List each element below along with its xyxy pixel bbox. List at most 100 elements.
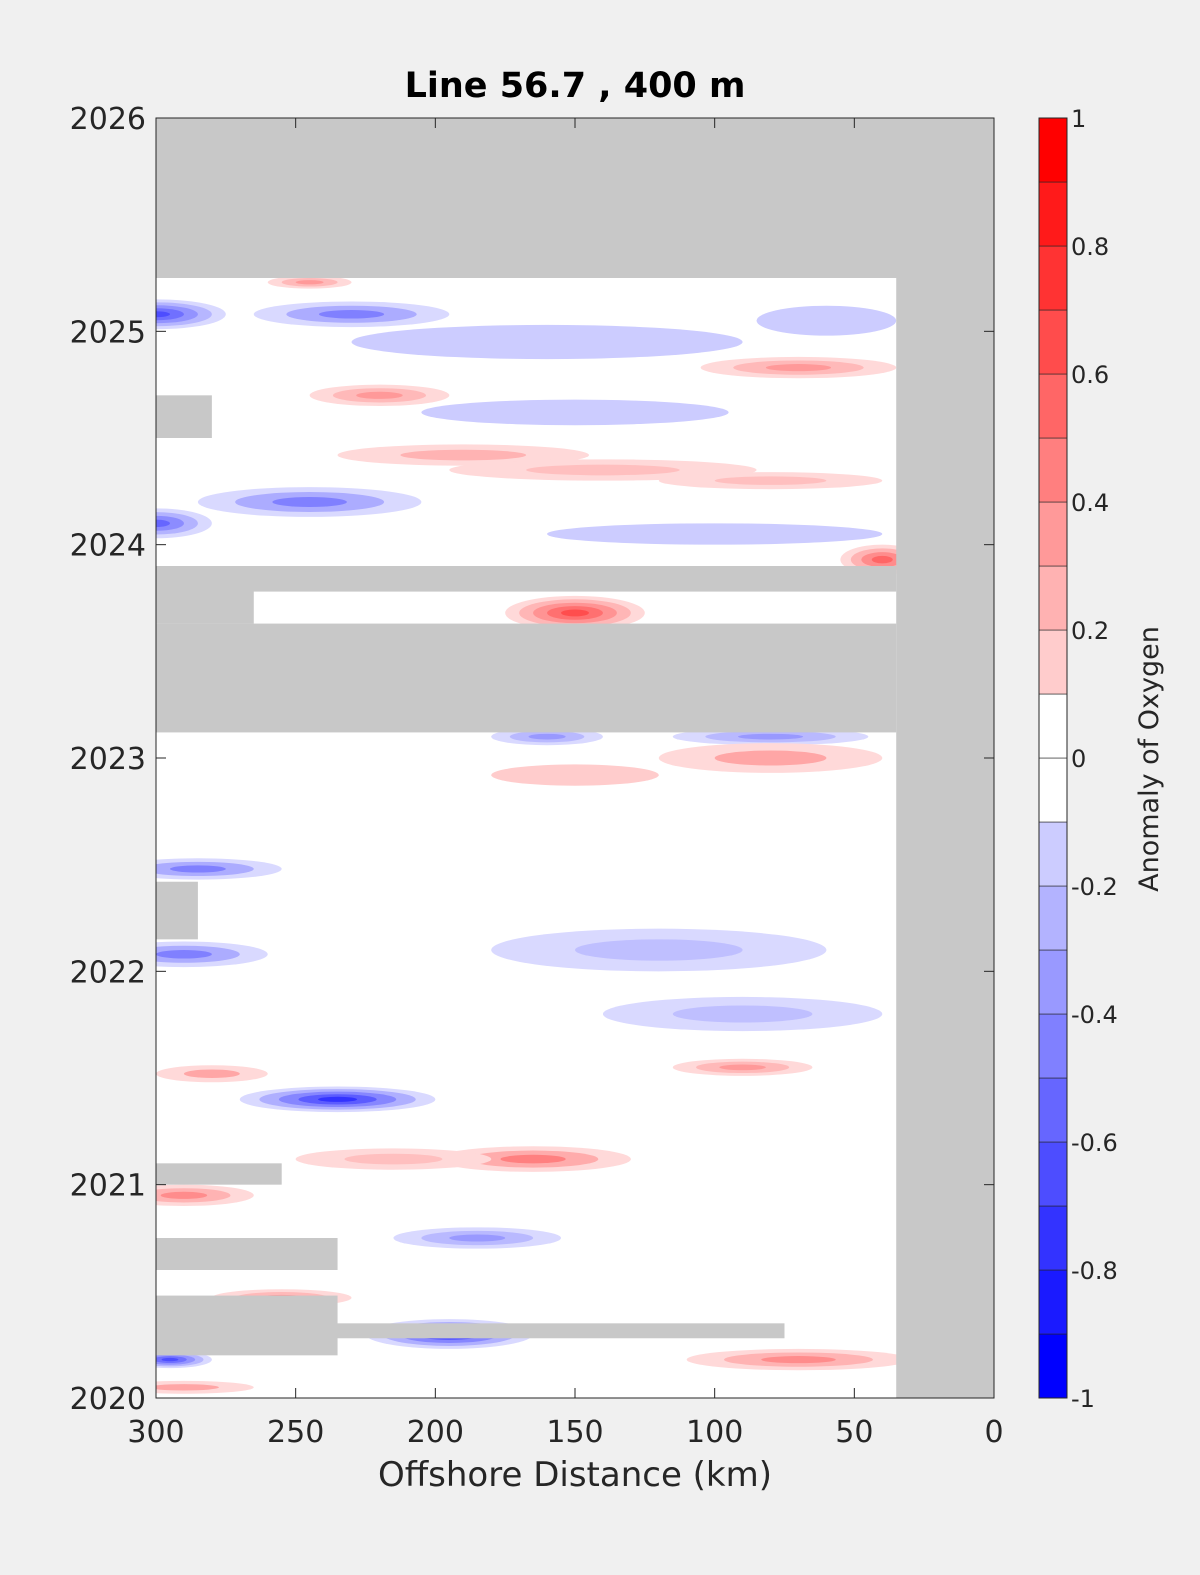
anomaly-feature bbox=[700, 356, 897, 379]
colorbar-segment bbox=[1038, 1333, 1068, 1399]
y-tick-label: 2025 bbox=[70, 315, 146, 350]
y-tick-label: 2026 bbox=[70, 102, 146, 137]
anomaly-feature bbox=[491, 764, 659, 786]
colorbar-segment bbox=[1038, 1269, 1068, 1335]
anomaly-feature bbox=[393, 1227, 562, 1249]
contour-band bbox=[528, 733, 566, 740]
contour-band bbox=[561, 609, 589, 617]
contour-band bbox=[575, 939, 743, 961]
anomaly-feature bbox=[658, 472, 883, 490]
colorbar-tick-label: -0.2 bbox=[1071, 873, 1118, 901]
contour-band bbox=[318, 1096, 358, 1102]
anomaly-feature bbox=[156, 508, 212, 539]
colorbar-ticks: -1 -0.8 -0.6 -0.4 -0.2 0 0.2 0.4 0.6 0.8 1 bbox=[1071, 105, 1118, 1413]
contour-band bbox=[183, 1069, 240, 1078]
x-axis-label: Offshore Distance (km) bbox=[378, 1455, 772, 1495]
x-axis: 300 250 200 150 100 50 0 bbox=[127, 118, 1004, 1450]
anomaly-feature bbox=[156, 299, 226, 330]
contour-band bbox=[756, 305, 897, 336]
colorbar-segment bbox=[1038, 373, 1068, 439]
y-tick-label: 2020 bbox=[70, 1382, 146, 1417]
anomaly-feature bbox=[156, 1351, 212, 1369]
contour-band bbox=[547, 523, 883, 545]
colorbar-tick-label: 0.8 bbox=[1071, 233, 1109, 261]
no-data-region bbox=[156, 881, 198, 940]
colorbar-segment bbox=[1038, 565, 1068, 631]
colorbar-label: Anomaly of Oxygen bbox=[1134, 626, 1165, 892]
colorbar-segment bbox=[1038, 693, 1068, 759]
anomaly-feature bbox=[491, 728, 603, 746]
colorbar-tick-label: 0.4 bbox=[1071, 489, 1109, 517]
contour-band bbox=[400, 449, 527, 461]
anomaly-feature bbox=[351, 324, 743, 360]
anomaly-feature bbox=[239, 1086, 436, 1113]
colorbar-segment bbox=[1038, 757, 1068, 823]
colorbar-segment bbox=[1038, 1077, 1068, 1143]
colorbar-segment bbox=[1038, 309, 1068, 375]
anomaly-feature bbox=[686, 1348, 911, 1371]
anomaly-feature bbox=[156, 1380, 254, 1394]
anomaly-feature bbox=[505, 595, 645, 630]
colorbar-segment bbox=[1038, 821, 1068, 887]
colorbar bbox=[1038, 117, 1068, 1399]
contour-band bbox=[156, 950, 212, 959]
anomaly-feature bbox=[435, 1146, 631, 1172]
colorbar-segment bbox=[1038, 1205, 1068, 1271]
contour-band bbox=[318, 310, 385, 319]
contour-band bbox=[161, 1357, 179, 1362]
colorbar-frame bbox=[1038, 117, 1068, 1399]
contour-band bbox=[719, 1064, 766, 1071]
x-tick-label: 0 bbox=[984, 1415, 1003, 1450]
anomaly-feature bbox=[672, 1058, 813, 1076]
colorbar-tick-label: 0.2 bbox=[1071, 617, 1109, 645]
colorbar-tick-label: 0.6 bbox=[1071, 361, 1109, 389]
no-data-region bbox=[156, 566, 897, 592]
contour-band bbox=[491, 764, 659, 786]
colorbar-segment bbox=[1038, 949, 1068, 1015]
colorbar-segment bbox=[1038, 629, 1068, 695]
anomaly-feature bbox=[491, 928, 827, 972]
contour-band bbox=[672, 1005, 813, 1023]
no-data-region bbox=[156, 1238, 338, 1270]
contour-band bbox=[156, 519, 170, 528]
contour-band bbox=[356, 391, 403, 399]
anomaly-feature bbox=[197, 487, 422, 517]
contour-band bbox=[871, 555, 893, 564]
y-tick-label: 2021 bbox=[70, 1169, 146, 1204]
colorbar-segment bbox=[1038, 885, 1068, 951]
colorbar-segment bbox=[1038, 437, 1068, 503]
no-data-region bbox=[156, 623, 897, 733]
colorbar-segment bbox=[1038, 245, 1068, 311]
y-axis: 2020 2021 2022 2023 2024 2025 2026 bbox=[70, 102, 994, 1417]
anomaly-feature bbox=[253, 301, 450, 328]
plot-area bbox=[155, 117, 995, 1399]
x-tick-label: 300 bbox=[127, 1415, 184, 1450]
colorbar-tick-label: -0.8 bbox=[1071, 1257, 1118, 1285]
contour-band bbox=[765, 364, 832, 372]
x-tick-label: 250 bbox=[267, 1415, 324, 1450]
contour-band bbox=[344, 1153, 443, 1165]
no-data-mask bbox=[156, 118, 994, 1398]
colorbar-tick-label: -0.6 bbox=[1071, 1129, 1118, 1157]
anomaly-feature bbox=[156, 1184, 254, 1206]
anomaly-feature bbox=[295, 1148, 492, 1170]
colorbar-tick-label: 0 bbox=[1071, 745, 1086, 773]
anomaly-feature bbox=[156, 1065, 268, 1083]
contour-band bbox=[449, 1234, 506, 1242]
contour-band bbox=[421, 399, 729, 426]
anomaly-feature bbox=[756, 305, 897, 336]
anomaly-feature bbox=[658, 743, 883, 773]
contour-band bbox=[526, 464, 680, 476]
anomaly-feature bbox=[421, 399, 729, 426]
x-tick-label: 50 bbox=[835, 1415, 873, 1450]
contour-band bbox=[156, 311, 170, 318]
anomaly-feature bbox=[156, 941, 268, 968]
colorbar-segment bbox=[1038, 501, 1068, 567]
y-tick-label: 2022 bbox=[70, 955, 146, 990]
anomaly-feature bbox=[672, 728, 869, 746]
anomaly-feature bbox=[309, 384, 450, 407]
y-tick-label: 2023 bbox=[70, 742, 146, 777]
anomaly-feature bbox=[449, 459, 757, 481]
colorbar-segment bbox=[1038, 117, 1068, 183]
